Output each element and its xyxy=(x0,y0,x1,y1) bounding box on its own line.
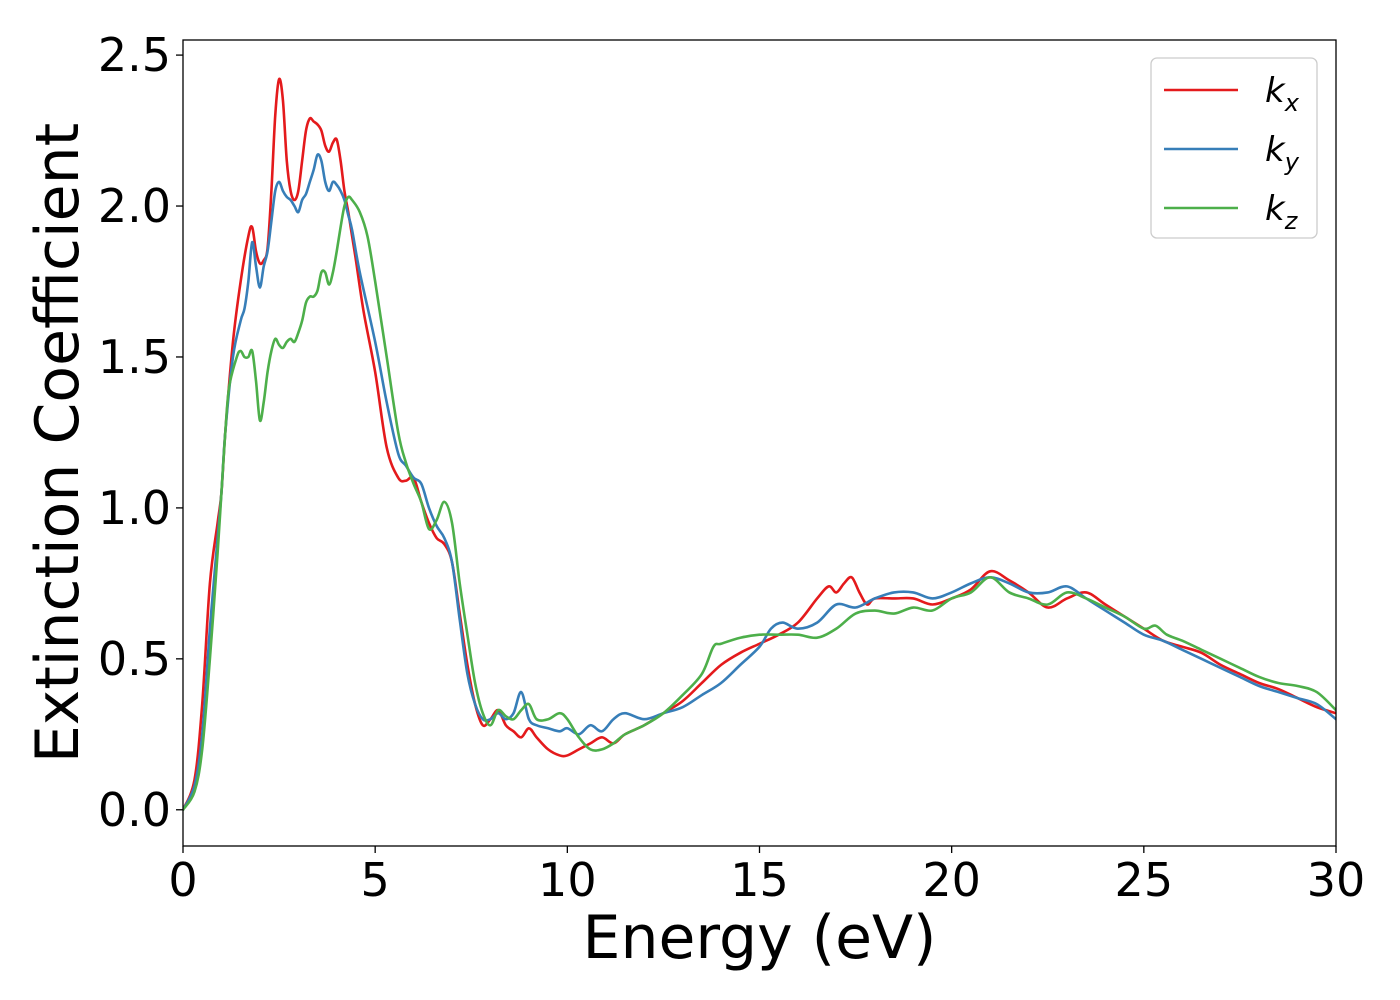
y-tick-label: 2.5 xyxy=(98,28,171,82)
series-layer xyxy=(183,77,1336,812)
legend-label-k-z: kz xyxy=(1265,189,1299,235)
series-line-k-x xyxy=(183,77,1336,812)
x-tick-label: 10 xyxy=(538,853,597,907)
y-tick-label: 1.5 xyxy=(98,330,171,384)
legend-label-k-y: ky xyxy=(1265,130,1300,176)
x-tick-label: 25 xyxy=(1115,853,1174,907)
legend-label-k-x: kx xyxy=(1265,71,1300,117)
series-line-k-y xyxy=(183,153,1336,812)
series-line-k-z xyxy=(183,195,1336,812)
x-tick-label: 5 xyxy=(361,853,390,907)
x-axis-label: Energy (eV) xyxy=(583,903,937,973)
y-axis-label: Extinction Coefficient xyxy=(23,123,93,763)
y-tick-label: 0.5 xyxy=(98,632,171,686)
legend: kx ky kz xyxy=(1150,57,1318,239)
x-tick-label: 30 xyxy=(1307,853,1366,907)
y-axis-ticks: 0.0 0.5 1.0 1.5 2.0 2.5 xyxy=(98,28,183,837)
y-tick-label: 0.0 xyxy=(98,783,171,837)
x-tick-label: 0 xyxy=(168,853,197,907)
y-tick-label: 2.0 xyxy=(98,179,171,233)
y-tick-label: 1.0 xyxy=(98,481,171,535)
x-axis-ticks: 0 5 10 15 20 25 30 xyxy=(168,846,1365,907)
x-tick-label: 15 xyxy=(730,853,789,907)
x-tick-label: 20 xyxy=(922,853,981,907)
